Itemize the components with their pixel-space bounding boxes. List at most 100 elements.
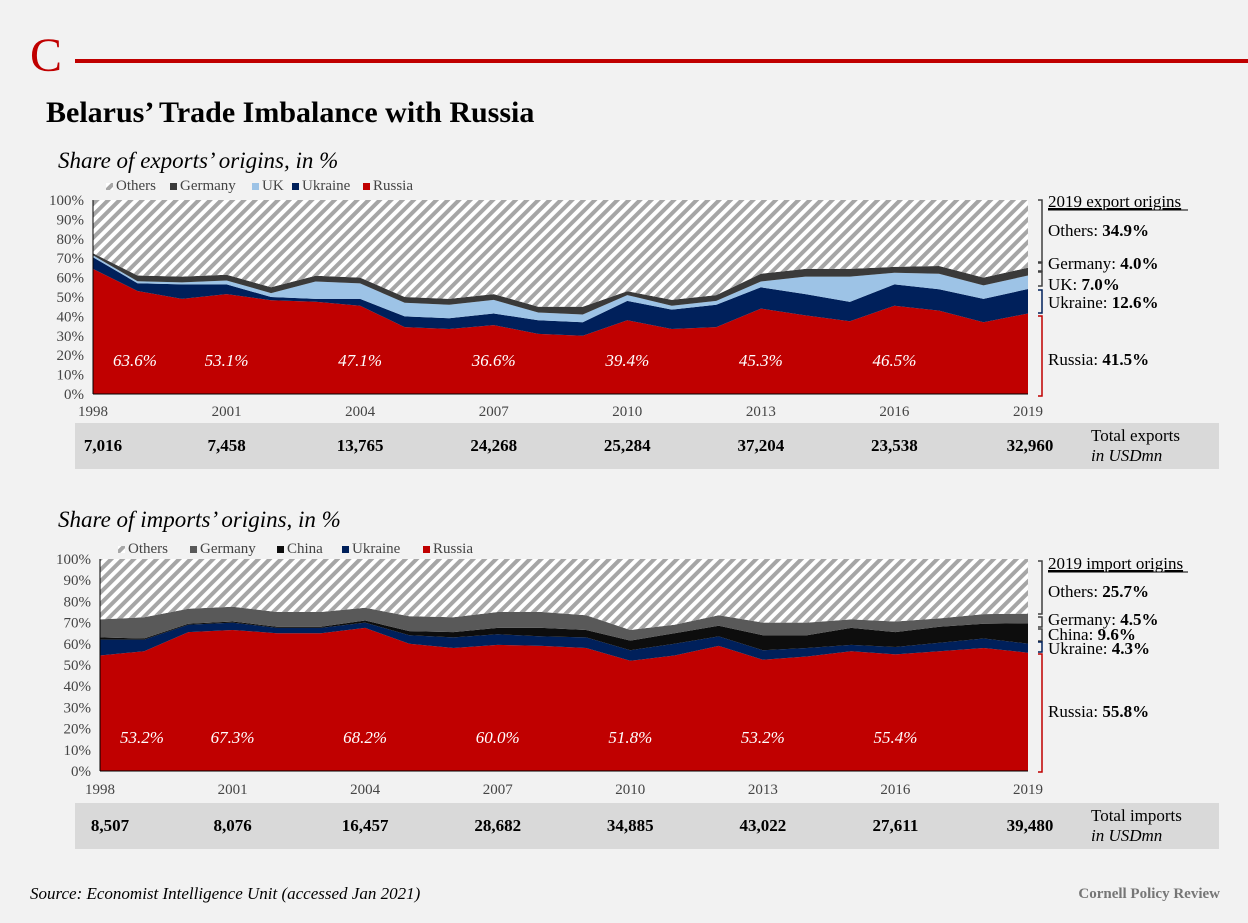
exp-total-value: 13,765 xyxy=(336,436,384,455)
exports-summary-uk: UK: 7.0% xyxy=(1048,275,1120,294)
imports-summary-bracket-china xyxy=(1038,628,1043,642)
imp-total-value: 39,480 xyxy=(1006,816,1054,835)
imp-total-value: 43,022 xyxy=(739,816,787,835)
section-letter: C xyxy=(30,29,63,82)
imports-y-tick-label: 40% xyxy=(64,679,92,695)
exports-totals-label-text: Total exports xyxy=(1091,426,1180,445)
exports-x-tick-label: 2007 xyxy=(479,404,510,420)
exp-total-value: 32,960 xyxy=(1006,436,1054,455)
imports-y-tick-label: 100% xyxy=(56,552,91,568)
imports-legend-ukraine: Ukraine xyxy=(352,541,401,557)
exp-total-value: 7,016 xyxy=(83,436,123,455)
imports-area-ukraine xyxy=(100,622,1028,661)
exports-legend-russia: Russia xyxy=(373,178,413,194)
imports-totals-bar xyxy=(75,803,1219,849)
imp-total-value: 8,507 xyxy=(90,816,130,835)
exports-totals-bar xyxy=(75,423,1219,469)
exports-x-tick-label: 1998 xyxy=(78,404,108,420)
imports-summary-bracket-others xyxy=(1038,560,1043,615)
exports-data-label: 36.6% xyxy=(471,351,516,370)
imports-subtitle: Share of imports’ origins, in % xyxy=(58,507,341,532)
imports-data-label: 55.4% xyxy=(873,728,917,747)
exp-total-value: 24,268 xyxy=(470,436,518,455)
exports-summary-title: 2019 export origins xyxy=(1048,192,1181,211)
exports-summary-germany: Germany: 4.0% xyxy=(1048,254,1158,273)
exports-y-tick-label: 10% xyxy=(57,368,85,384)
exports-totals-unit: in USDmn xyxy=(1091,446,1163,465)
imports-data-label: 68.2% xyxy=(343,728,387,747)
exports-x-tick-label: 2010 xyxy=(612,404,642,420)
exports-y-tick-label: 100% xyxy=(49,193,84,209)
imports-y-tick-label: 0% xyxy=(71,764,91,780)
imports-legend-russia: Russia xyxy=(433,541,473,557)
exports-data-label: 46.5% xyxy=(872,351,916,370)
imports-totals-label: Total imports in USDmn xyxy=(1091,806,1182,846)
exports-x-tick-label: 2001 xyxy=(212,404,242,420)
exports-x-tick-label: 2016 xyxy=(879,404,910,420)
page-title: Belarus’ Trade Imbalance with Russia xyxy=(46,96,535,129)
exports-y-tick-label: 60% xyxy=(57,271,85,287)
imp-total-value: 34,885 xyxy=(606,816,654,835)
exports-summary-bracket-others xyxy=(1038,199,1043,263)
exports-summary-ukraine: Ukraine: 12.6% xyxy=(1048,293,1158,312)
source-note: Source: Economist Intelligence Unit (acc… xyxy=(30,884,421,903)
brand-label: Cornell Policy Review xyxy=(1078,886,1220,902)
exports-summary-bracket-russia xyxy=(1038,315,1043,397)
imports-summary-ukraine: Ukraine: 4.3% xyxy=(1048,639,1150,658)
imp-total-value: 16,457 xyxy=(341,816,389,835)
imports-x-tick-label: 2001 xyxy=(218,782,248,798)
imports-data-label: 51.8% xyxy=(608,728,652,747)
exports-area-russia xyxy=(93,268,1028,394)
imp-total-value: 27,611 xyxy=(872,816,919,835)
section-rule xyxy=(75,59,1248,63)
exports-x-tick-label: 2004 xyxy=(345,404,376,420)
exports-summary-russia: Russia: 41.5% xyxy=(1048,350,1149,369)
imports-area-russia xyxy=(100,627,1028,771)
exp-total-value: 25,284 xyxy=(603,436,651,455)
imports-summary-russia: Russia: 55.8% xyxy=(1048,702,1149,721)
imports-legend-swatch-russia xyxy=(423,546,430,553)
exports-y-tick-label: 30% xyxy=(57,329,85,345)
imports-y-tick-label: 60% xyxy=(64,637,92,653)
imports-summary-title: 2019 import origins xyxy=(1048,554,1183,573)
imports-y-tick-label: 90% xyxy=(64,573,92,589)
imp-total-value: 28,682 xyxy=(474,816,522,835)
imports-summary-bracket-ukraine xyxy=(1038,641,1043,653)
imports-x-tick-label: 1998 xyxy=(85,782,115,798)
imports-x-tick-label: 2007 xyxy=(483,782,514,798)
exports-legend-swatch-others xyxy=(106,183,113,190)
imports-data-label: 53.2% xyxy=(741,728,785,747)
exports-summary-bracket-uk xyxy=(1038,271,1043,287)
imports-legend-germany: Germany xyxy=(200,541,256,557)
imports-legend-others: Others xyxy=(128,541,168,557)
imports-legend-swatch-china xyxy=(277,546,284,553)
exports-data-label: 39.4% xyxy=(604,351,649,370)
imports-summary-germany: Germany: 4.5% xyxy=(1048,610,1158,629)
imports-x-tick-label: 2004 xyxy=(350,782,381,798)
exports-x-tick-label: 2019 xyxy=(1013,404,1043,420)
imports-data-label: 53.2% xyxy=(120,728,164,747)
exp-total-value: 7,458 xyxy=(207,436,246,455)
imports-totals-label-text: Total imports xyxy=(1091,806,1182,825)
exports-y-tick-label: 50% xyxy=(57,290,85,306)
exports-summary-bracket-germany xyxy=(1038,262,1043,272)
imports-y-tick-label: 10% xyxy=(64,743,92,759)
imports-legend-china: China xyxy=(287,541,323,557)
imports-x-tick-label: 2019 xyxy=(1013,782,1043,798)
exports-legend-uk: UK xyxy=(262,178,284,194)
exports-y-tick-label: 80% xyxy=(57,232,85,248)
imports-totals-unit: in USDmn xyxy=(1091,826,1163,845)
exports-data-label: 63.6% xyxy=(113,351,157,370)
imports-legend-swatch-germany xyxy=(190,546,197,553)
imports-chart: 0% 10% 20% 30% 40% 50% 60% 70% 80% 90% 100% 1998 200… xyxy=(56,541,1188,798)
imports-legend-swatch-others xyxy=(118,546,125,553)
exp-total-value: 23,538 xyxy=(871,436,918,455)
exports-subtitle: Share of exports’ origins, in % xyxy=(58,148,339,173)
imports-y-tick-label: 30% xyxy=(64,700,92,716)
imports-x-tick-label: 2010 xyxy=(615,782,645,798)
exports-area-uk xyxy=(93,255,1028,323)
imports-summary-china: China: 9.6% xyxy=(1048,625,1136,644)
exports-legend-swatch-russia xyxy=(363,183,370,190)
